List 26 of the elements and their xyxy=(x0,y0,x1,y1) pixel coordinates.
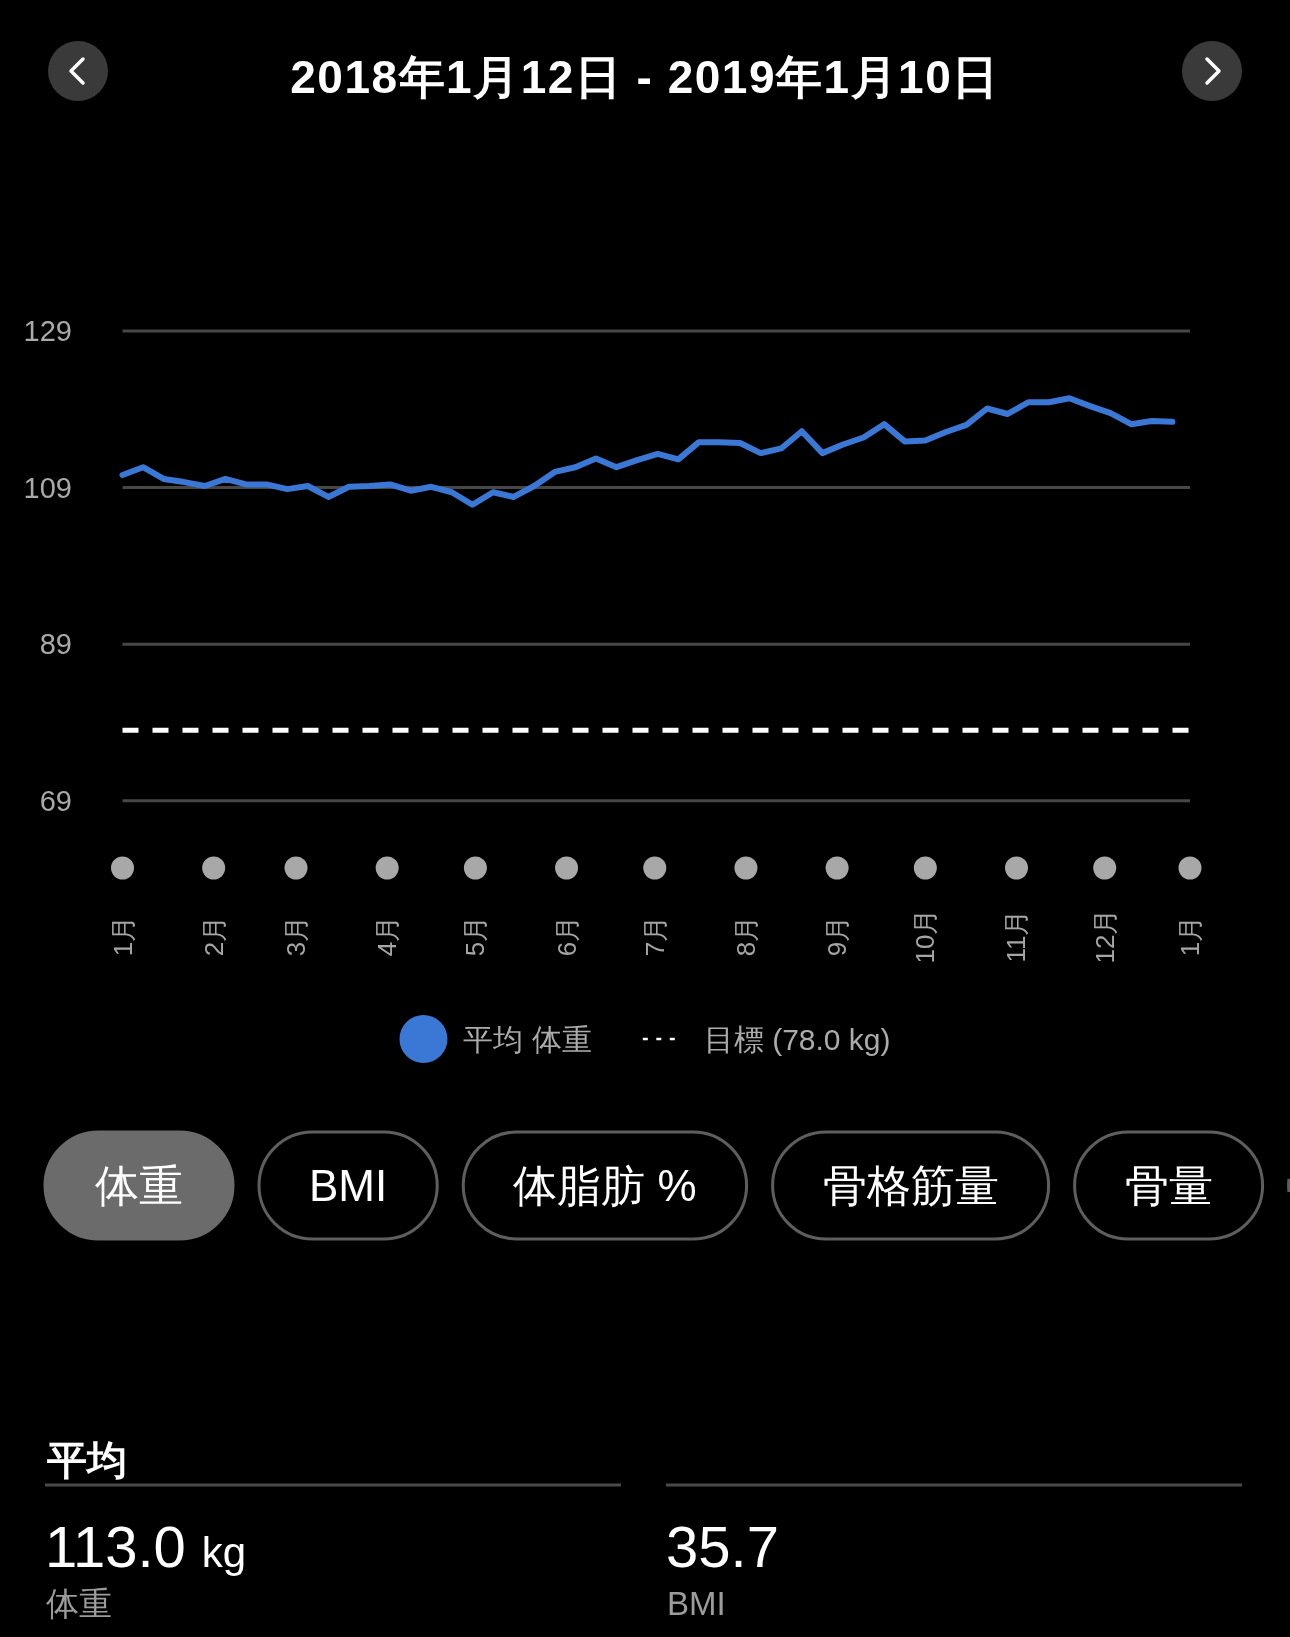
text: 平均 xyxy=(46,1438,127,1482)
x-tick-label: 12月 xyxy=(1089,908,1120,964)
text: 113.0 xyxy=(45,1514,186,1579)
y-tick-label: 69 xyxy=(39,784,72,817)
x-tick-label: 9月 xyxy=(822,915,853,957)
text: BMI xyxy=(667,1585,726,1622)
legend-label: 目標 (78.0 kg) xyxy=(703,1022,891,1056)
text: 35.7 xyxy=(666,1514,779,1579)
x-tick-label: 6月 xyxy=(551,915,582,957)
y-tick-label: 109 xyxy=(23,471,72,504)
x-tick-label: 5月 xyxy=(460,915,491,957)
x-tick-label: 1月 xyxy=(107,915,138,957)
x-tick-label: 11月 xyxy=(1001,909,1032,963)
y-tick-label: 129 xyxy=(23,315,72,347)
text: 体重 xyxy=(46,1585,112,1622)
x-tick-label: 2月 xyxy=(198,915,229,957)
legend-label: 平均 体重 xyxy=(463,1022,592,1056)
x-tick-label: 4月 xyxy=(372,915,403,957)
y-tick-label: 89 xyxy=(39,628,72,661)
x-tick-label: 10月 xyxy=(910,908,941,964)
title: 2018年1月12日 - 2019年1月10日 xyxy=(290,51,1000,103)
x-tick-label: 3月 xyxy=(281,915,312,957)
text: kg xyxy=(201,1529,247,1576)
x-tick-label: 1月 xyxy=(1175,915,1205,957)
x-tick-label: 7月 xyxy=(639,915,670,957)
x-tick-label: 8月 xyxy=(730,915,761,957)
